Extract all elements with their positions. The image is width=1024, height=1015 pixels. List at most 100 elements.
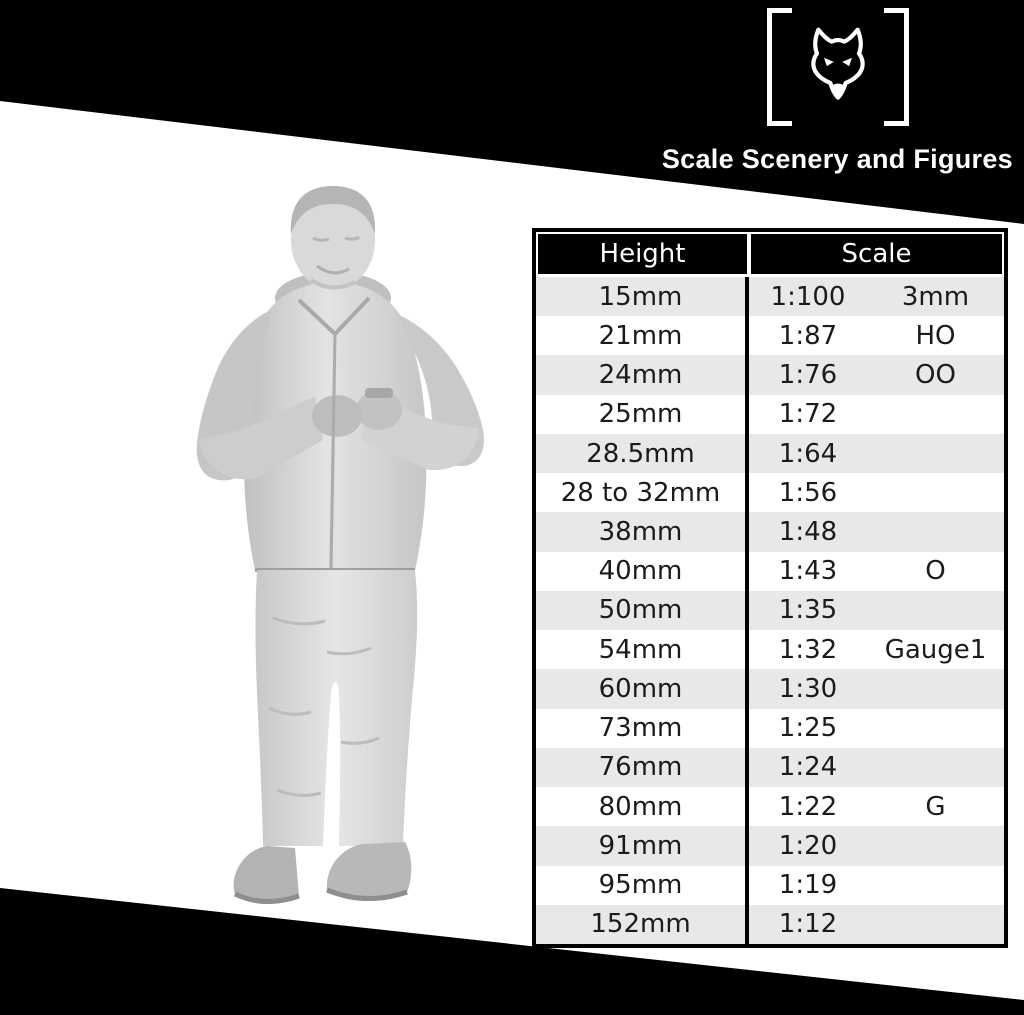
wolf-icon bbox=[811, 27, 865, 100]
scale-ratio: 1:24 bbox=[778, 752, 838, 783]
height-cell: 76mm bbox=[598, 752, 683, 783]
table-row: 91mm 1:20 bbox=[536, 826, 1004, 866]
brand-title: Scale Scenery and Figures bbox=[661, 144, 1013, 174]
height-cell: 24mm bbox=[598, 360, 683, 391]
scale-cell: 1:64 bbox=[745, 433, 1004, 474]
table-row: 73mm 1:25 bbox=[536, 708, 1004, 748]
table-row: 28.5mm 1:64 bbox=[536, 433, 1004, 474]
figure-jeans bbox=[255, 570, 418, 846]
table-row: 21mm 1:87 HO bbox=[536, 316, 1004, 356]
height-cell: 91mm bbox=[598, 830, 683, 861]
height-cell: 15mm bbox=[598, 281, 683, 312]
shoe-sole-left bbox=[233, 891, 300, 905]
scale-ratio: 1:87 bbox=[778, 320, 838, 351]
table-row: 152mm 1:12 bbox=[536, 904, 1004, 944]
scale-cell: 1:24 bbox=[745, 747, 1004, 788]
height-cell: 40mm bbox=[598, 556, 683, 587]
scale-cell: 1:72 bbox=[745, 394, 1004, 434]
scale-ratio: 1:22 bbox=[778, 791, 838, 822]
table-row: 60mm 1:30 bbox=[536, 669, 1004, 709]
scale-cell: 1:32 Gauge1 bbox=[745, 630, 1004, 670]
table-row: 54mm 1:32 Gauge1 bbox=[536, 630, 1004, 670]
scale-ratio: 1:48 bbox=[778, 517, 838, 548]
table-body: 15mm 1:100 3mm 21mm 1:87 HO 24mm 1:76 OO 25mm 1:72… bbox=[536, 277, 1004, 944]
table-row: 80mm 1:22 G bbox=[536, 787, 1004, 827]
height-cell: 38mm bbox=[598, 517, 683, 548]
scale-cell: 1:19 bbox=[745, 865, 1004, 905]
brand-logo bbox=[767, 8, 909, 126]
header-scale: Scale bbox=[747, 234, 1002, 274]
scale-ratio: 1:100 bbox=[770, 281, 846, 312]
scale-ratio: 1:25 bbox=[778, 713, 838, 744]
gauge-label: Gauge1 bbox=[884, 634, 987, 665]
figure-hair bbox=[290, 186, 376, 234]
table-row: 95mm 1:19 bbox=[536, 865, 1004, 905]
scale-cell: 1:56 bbox=[745, 473, 1004, 513]
jacket-zipper bbox=[329, 333, 337, 569]
scale-cell: 1:100 3mm bbox=[745, 277, 1004, 317]
scale-cell: 1:87 HO bbox=[745, 316, 1004, 356]
jeans-wrinkles bbox=[268, 616, 380, 797]
scale-cell: 1:30 bbox=[745, 669, 1004, 709]
scale-ratio: 1:43 bbox=[778, 556, 838, 587]
gauge-label: HO bbox=[915, 320, 956, 351]
height-cell: 80mm bbox=[598, 791, 683, 822]
scale-ratio: 1:64 bbox=[778, 438, 838, 469]
figure-chin-shade bbox=[309, 278, 356, 290]
height-cell: 21mm bbox=[598, 320, 683, 351]
table-row: 25mm 1:72 bbox=[536, 394, 1004, 434]
scale-ratio: 1:30 bbox=[778, 673, 838, 704]
table-header: Height Scale bbox=[538, 234, 1002, 274]
scale-cell: 1:76 OO bbox=[745, 355, 1004, 395]
table-row: 40mm 1:43 O bbox=[536, 551, 1004, 591]
height-cell: 28.5mm bbox=[586, 438, 695, 469]
height-cell: 50mm bbox=[598, 595, 683, 626]
height-cell: 60mm bbox=[598, 673, 683, 704]
scale-cell: 1:20 bbox=[745, 826, 1004, 866]
table-row: 76mm 1:24 bbox=[536, 747, 1004, 788]
gauge-label: G bbox=[925, 791, 946, 822]
table-row: 50mm 1:35 bbox=[536, 590, 1004, 631]
height-cell: 54mm bbox=[598, 634, 683, 665]
figure-head bbox=[291, 190, 375, 290]
figure-shoe-left bbox=[233, 846, 299, 905]
figure-smile bbox=[316, 264, 350, 275]
scale-cell: 1:22 G bbox=[745, 787, 1004, 827]
scale-ratio: 1:56 bbox=[778, 477, 838, 508]
gauge-label: OO bbox=[915, 360, 956, 391]
table-row: 15mm 1:100 3mm bbox=[536, 277, 1004, 317]
height-cell: 73mm bbox=[598, 713, 683, 744]
figure-wrist bbox=[356, 390, 402, 430]
scale-table: Height Scale 15mm 1:100 3mm 21mm 1:87 HO 24mm 1… bbox=[532, 228, 1008, 948]
scale-cell: 1:48 bbox=[745, 512, 1004, 552]
shoe-sole-right bbox=[326, 887, 408, 901]
gauge-label: O bbox=[925, 556, 946, 587]
bracket-left-icon bbox=[767, 8, 792, 126]
scale-ratio: 1:32 bbox=[778, 634, 838, 665]
scale-ratio: 1:12 bbox=[778, 909, 838, 940]
height-cell: 25mm bbox=[598, 399, 683, 430]
height-cell: 28 to 32mm bbox=[560, 477, 721, 508]
figure-right-forearm bbox=[199, 396, 323, 480]
scale-cell: 1:43 O bbox=[745, 551, 1004, 591]
wristwatch bbox=[365, 388, 393, 398]
figure-eyes bbox=[312, 235, 360, 242]
header-height: Height bbox=[599, 239, 686, 269]
table-row: 38mm 1:48 bbox=[536, 512, 1004, 552]
figure-fist bbox=[312, 395, 362, 437]
height-cell: 95mm bbox=[598, 870, 683, 901]
table-row: 24mm 1:76 OO bbox=[536, 355, 1004, 395]
figure-shoe-right bbox=[326, 842, 412, 901]
scale-ratio: 1:72 bbox=[778, 399, 838, 430]
height-cell: 152mm bbox=[590, 909, 691, 940]
scale-ratio: 1:35 bbox=[778, 595, 838, 626]
scale-ratio: 1:20 bbox=[778, 830, 838, 861]
scale-ratio: 1:19 bbox=[778, 870, 838, 901]
scale-cell: 1:35 bbox=[745, 590, 1004, 631]
scale-ratio: 1:76 bbox=[778, 360, 838, 391]
scale-cell: 1:12 bbox=[745, 904, 1004, 944]
bracket-right-icon bbox=[884, 8, 909, 126]
scale-cell: 1:25 bbox=[745, 708, 1004, 748]
table-row: 28 to 32mm 1:56 bbox=[536, 473, 1004, 513]
